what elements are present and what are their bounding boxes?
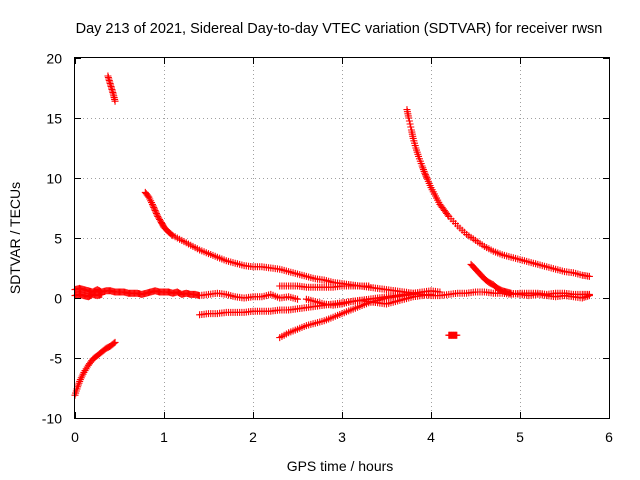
data-point-arc-11 [582, 293, 590, 301]
data-point-arc-11 [584, 292, 592, 300]
data-point-arc-3 [421, 169, 429, 177]
data-point-arc-6 [111, 338, 119, 346]
x-axis-label: GPS time / hours [287, 458, 394, 474]
plot-frame [74, 57, 610, 419]
data-point-arc-11 [585, 292, 593, 300]
data-point-arc-11 [578, 294, 586, 302]
y-axis-label: SDTVAR / TECUs [7, 182, 23, 294]
data-point-arc-3 [406, 120, 414, 128]
data-point-arc-3 [421, 171, 429, 179]
data-point-arc-2 [151, 206, 159, 214]
y-tick-label: 15 [46, 111, 62, 127]
data-point-arc-5 [98, 290, 106, 298]
x-tick-label: 2 [249, 429, 257, 445]
data-point-arc-2 [144, 192, 152, 200]
x-tick-label: 0 [71, 429, 79, 445]
grid [75, 58, 609, 418]
x-tick-label: 4 [427, 429, 435, 445]
data-point-arc-3 [407, 123, 415, 131]
data-point-arc-3 [422, 172, 430, 180]
data-point-arc-2 [156, 215, 164, 223]
data-point-arc-10 [427, 290, 435, 298]
data-point-arc-1 [111, 97, 119, 105]
data-point-arc-2 [152, 208, 160, 216]
x-tick-label: 3 [338, 429, 346, 445]
y-tick-label: -5 [50, 351, 63, 367]
data-point-arc-2 [149, 202, 157, 210]
y-tick-label: 20 [46, 51, 62, 67]
data-point-arc-11 [580, 293, 588, 301]
data-point-arc-2 [155, 214, 163, 222]
data-point-arc-2 [153, 211, 161, 219]
data-point-arc-3 [444, 211, 452, 219]
data-point-arc-2 [152, 209, 160, 217]
data-point-arc-3 [423, 174, 431, 182]
data-point-arc-12 [453, 331, 461, 339]
data-point-arc-3 [585, 272, 593, 280]
data-point-arc-2 [150, 203, 158, 211]
data-point-arc-2 [150, 205, 158, 213]
data-point-arc-3 [405, 114, 413, 122]
x-tick-label: 1 [160, 429, 168, 445]
data-markers [71, 72, 593, 399]
data-point-arc-6 [110, 339, 118, 347]
y-tick-label: 5 [54, 231, 62, 247]
y-tick-label: -10 [42, 411, 62, 427]
x-tick-label: 5 [516, 429, 524, 445]
y-tick-label: 0 [54, 291, 62, 307]
chart-title: Day 213 of 2021, Sidereal Day-to-day VTE… [76, 21, 603, 37]
axes-ticks: 0 1 2 3 4 5 6 -10 -5 0 5 10 15 20 [42, 51, 613, 446]
data-point-arc-2 [154, 212, 162, 220]
y-tick-label: 10 [46, 171, 62, 187]
data-point-arc-3 [405, 117, 413, 125]
x-tick-label: 6 [605, 429, 613, 445]
data-point-arc-4 [294, 295, 301, 303]
data-point-arc-2 [148, 200, 156, 208]
